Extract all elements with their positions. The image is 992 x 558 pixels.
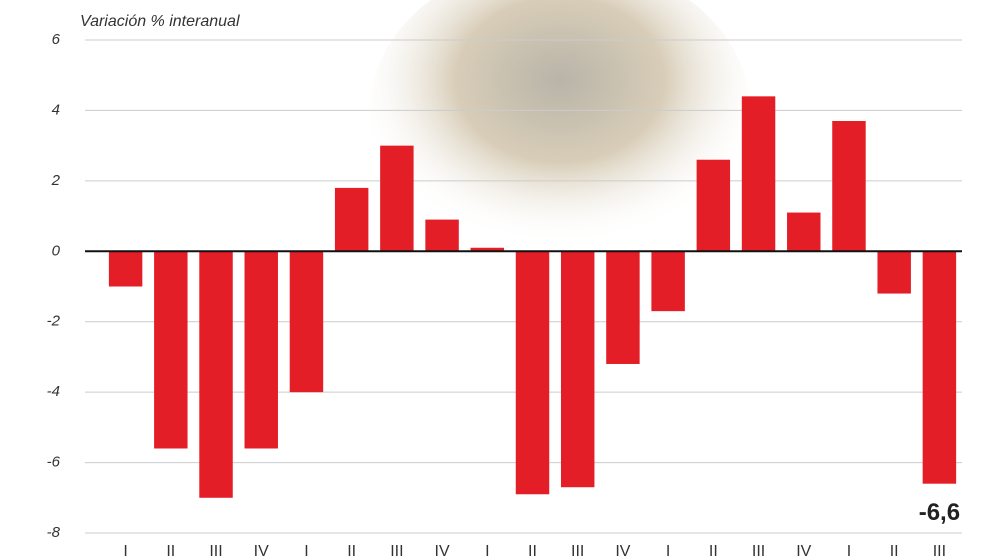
y-tick-label: 4 — [52, 101, 60, 118]
bar — [515, 251, 550, 495]
bar — [289, 251, 324, 393]
bar — [560, 251, 595, 488]
bar — [244, 251, 278, 449]
bar — [787, 212, 821, 252]
bar — [922, 251, 957, 484]
bar — [696, 159, 731, 252]
x-tick-label: III — [752, 543, 765, 558]
bar — [380, 145, 414, 252]
x-tick-label: II — [528, 543, 537, 558]
x-tick-label: IV — [435, 543, 450, 558]
y-tick-label: 0 — [52, 242, 61, 259]
y-tick-label: -4 — [47, 383, 60, 400]
y-tick-label: 2 — [51, 172, 61, 189]
bar — [154, 251, 188, 449]
x-tick-label: I — [123, 543, 127, 558]
bar — [741, 96, 776, 252]
data-label: -6,6 — [919, 499, 960, 526]
y-tick-label: 6 — [52, 31, 61, 48]
x-tick-label: IV — [796, 543, 811, 558]
bar — [470, 247, 505, 252]
y-tick-label: -2 — [47, 313, 61, 330]
y-tick-label: -8 — [47, 524, 61, 541]
x-tick-label: II — [347, 543, 356, 558]
bar — [877, 251, 911, 294]
x-tick-label: I — [847, 543, 851, 558]
bar — [832, 120, 866, 252]
bar — [334, 187, 369, 252]
x-tick-label: II — [166, 543, 175, 558]
x-tick-label: I — [485, 543, 489, 558]
x-tick-label: III — [571, 543, 584, 558]
x-tick-label: III — [390, 543, 403, 558]
x-tick-label: I — [304, 543, 308, 558]
x-tick-label: III — [209, 543, 222, 558]
bar — [425, 219, 459, 252]
x-tick-label: IV — [254, 543, 269, 558]
y-tick-label: -6 — [47, 454, 61, 471]
bar — [108, 251, 143, 287]
bar — [606, 251, 640, 364]
bar — [651, 251, 685, 312]
x-tick-label: I — [666, 543, 670, 558]
x-tick-label: II — [709, 543, 718, 558]
background-photo — [370, 0, 750, 260]
chart-subtitle: Variación % interanual — [80, 13, 240, 30]
x-tick-label: II — [890, 543, 899, 558]
x-tick-label: III — [933, 543, 946, 558]
x-tick-label: IV — [615, 543, 630, 558]
bar — [199, 251, 233, 498]
